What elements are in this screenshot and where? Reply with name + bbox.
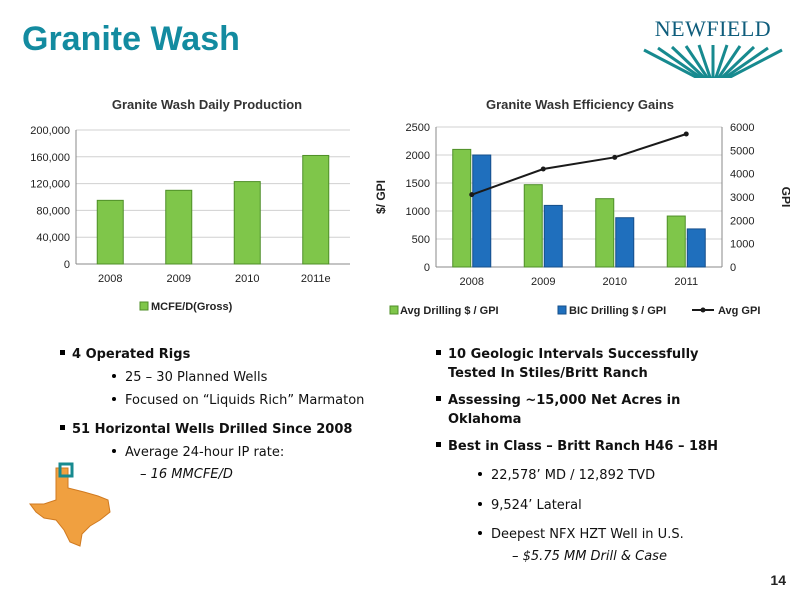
legend-swatch-production xyxy=(139,301,149,311)
chart-title: Granite Wash Daily Production xyxy=(112,97,302,112)
y2-tick-label: 2000 xyxy=(730,215,754,227)
bar-bic-drilling-2008 xyxy=(472,154,492,268)
bar-avg-drilling-2009 xyxy=(523,184,543,268)
bullet-horizontal-wells: 51 Horizontal Wells Drilled Since 2008 xyxy=(60,421,352,438)
x-tick-label: 2009 xyxy=(167,273,191,285)
bullet-drill-case-cost: – $5.75 MM Drill & Case xyxy=(512,549,667,564)
x-tick-label: 2008 xyxy=(98,273,122,285)
logo-rays-icon xyxy=(638,44,788,86)
texas-map-icon xyxy=(29,462,111,547)
x-tick-label: 2008 xyxy=(460,276,484,288)
square-bullet-icon xyxy=(60,350,65,355)
bar-production-2008 xyxy=(96,199,124,265)
dot-bullet-icon xyxy=(112,448,116,453)
y-tick-label: 0 xyxy=(424,262,430,274)
bar-bic-drilling-2010 xyxy=(615,217,635,268)
bullet-ip-rate-value: – 16 MMCFE/D xyxy=(140,467,233,482)
bullet-best-in-class: Best in Class – Britt Ranch H46 – 18H xyxy=(436,438,718,455)
dot-bullet-icon xyxy=(478,501,482,506)
bullet-planned-wells: 25 – 30 Planned Wells xyxy=(112,369,267,386)
square-bullet-icon xyxy=(60,425,65,430)
bar-bic-drilling-2009 xyxy=(543,204,563,268)
bullet-md-tvd: 22,578’ MD / 12,892 TVD xyxy=(478,467,655,484)
point-avg-gpi-2008 xyxy=(469,192,475,198)
point-avg-gpi-2011 xyxy=(683,131,689,137)
bar-bic-drilling-2011 xyxy=(686,228,706,268)
legend-label-avg-gpi: Avg GPI xyxy=(718,305,760,317)
x-tick-label: 2009 xyxy=(531,276,555,288)
x-tick-label: 2011e xyxy=(301,273,331,285)
production-chart: Granite Wash Daily Production 0 40,000 80,0… xyxy=(30,97,350,313)
legend-marker-avg-gpi xyxy=(700,307,706,313)
y-axis-label: $/ GPI xyxy=(374,180,388,214)
bar-avg-drilling-2008 xyxy=(452,148,472,268)
bullet-geologic-intervals: 10 Geologic Intervals Successfully xyxy=(436,346,699,363)
y2-tick-label: 3000 xyxy=(730,192,754,204)
y-tick-label: 40,000 xyxy=(36,232,70,244)
square-bullet-icon xyxy=(436,350,441,355)
y-tick-label: 2500 xyxy=(406,122,430,134)
chart-title: Granite Wash Efficiency Gains xyxy=(486,97,674,112)
y-tick-label: 80,000 xyxy=(36,205,70,217)
y-tick-label: 120,000 xyxy=(30,179,70,191)
bar-production-2009 xyxy=(165,189,193,265)
x-tick-label: 2011 xyxy=(674,276,698,288)
area-highlight-square xyxy=(58,462,74,478)
y2-axis-label: GPI xyxy=(779,187,790,208)
bullet-operated-rigs: 4 Operated Rigs xyxy=(60,346,190,363)
square-bullet-icon xyxy=(436,396,441,401)
x-tick-label: 2010 xyxy=(603,276,627,288)
efficiency-chart: Granite Wash Efficiency Gains 0 500 1000 150… xyxy=(374,97,790,317)
y-tick-label: 1000 xyxy=(406,206,430,218)
bar-avg-drilling-2010 xyxy=(595,198,615,268)
bullet-net-acres-cont: Oklahoma xyxy=(448,412,522,427)
bar-production-2010 xyxy=(233,181,261,265)
bullet-ip-rate: Average 24-hour IP rate: xyxy=(112,444,284,461)
legend-label-avg-drilling: Avg Drilling $ / GPI xyxy=(400,305,499,317)
bullet-lateral: 9,524’ Lateral xyxy=(478,497,582,514)
line-avg-gpi xyxy=(471,133,687,196)
bar-avg-drilling-2011 xyxy=(666,215,686,268)
point-avg-gpi-2010 xyxy=(612,154,618,160)
y-tick-label: 500 xyxy=(412,234,430,246)
bar-production-2011e xyxy=(302,154,330,265)
y-tick-label: 1500 xyxy=(406,178,430,190)
page-number: 14 xyxy=(770,572,786,588)
logo-wordmark: NEWFIELD xyxy=(654,16,772,41)
y-tick-label: 2000 xyxy=(406,150,430,162)
square-bullet-icon xyxy=(436,442,441,447)
point-avg-gpi-2009 xyxy=(540,166,546,172)
newfield-logo: NEWFIELD xyxy=(638,14,788,86)
dot-bullet-icon xyxy=(112,396,116,401)
dot-bullet-icon xyxy=(478,471,482,476)
y-tick-label: 0 xyxy=(64,259,70,271)
legend-label-bic-drilling: BIC Drilling $ / GPI xyxy=(569,305,666,317)
legend-swatch-avg-drilling xyxy=(389,305,399,315)
y-tick-label: 200,000 xyxy=(30,125,70,137)
dot-bullet-icon xyxy=(478,530,482,535)
y2-tick-label: 5000 xyxy=(730,145,754,157)
bullet-net-acres: Assessing ~15,000 Net Acres in xyxy=(436,392,680,409)
y2-tick-label: 1000 xyxy=(730,239,754,251)
y2-tick-label: 4000 xyxy=(730,169,754,181)
y-tick-label: 160,000 xyxy=(30,152,70,164)
bullet-geologic-intervals-cont: Tested In Stiles/Britt Ranch xyxy=(448,366,648,381)
legend-swatch-bic-drilling xyxy=(557,305,567,315)
dot-bullet-icon xyxy=(112,373,116,378)
legend-label-production: MCFE/D(Gross) xyxy=(151,301,233,313)
bullet-deepest-well: Deepest NFX HZT Well in U.S. xyxy=(478,526,684,543)
bullet-liquids-rich: Focused on “Liquids Rich” Marmaton xyxy=(112,392,364,409)
x-tick-label: 2010 xyxy=(235,273,259,285)
page-title: Granite Wash xyxy=(22,20,240,58)
y2-tick-label: 6000 xyxy=(730,122,754,134)
y2-tick-label: 0 xyxy=(730,262,736,274)
